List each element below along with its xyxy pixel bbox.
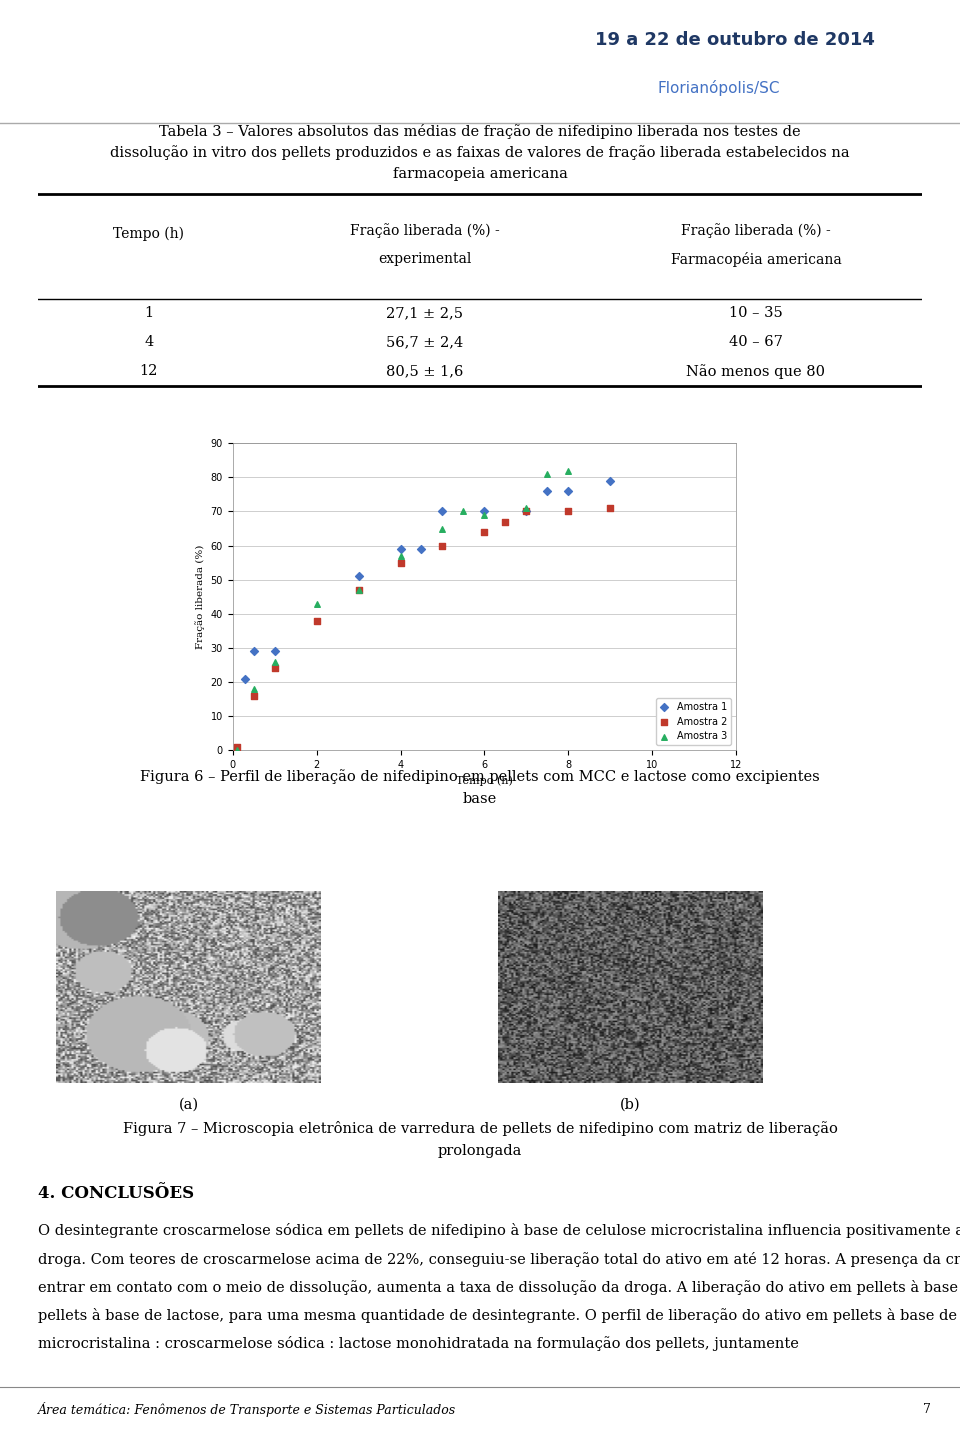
Amostra 2: [497, 510, 513, 533]
Text: dissolução in vitro dos pellets produzidos e as faixas de valores de fração libe: dissolução in vitro dos pellets produzid…: [110, 146, 850, 160]
Amostra 2: [267, 657, 282, 680]
Text: Fração liberada (%) -: Fração liberada (%) -: [350, 223, 499, 239]
Amostra 1: [350, 564, 366, 587]
Amostra 1: [267, 640, 282, 663]
Text: 19 a 22 de outubro de 2014: 19 a 22 de outubro de 2014: [595, 31, 876, 49]
Legend: Amostra 1, Amostra 2, Amostra 3: Amostra 1, Amostra 2, Amostra 3: [656, 697, 732, 746]
Amostra 1: [603, 469, 618, 492]
Text: Fração liberada (%) -: Fração liberada (%) -: [682, 223, 830, 239]
Amostra 3: [267, 650, 282, 673]
Amostra 3: [435, 517, 450, 540]
Amostra 2: [350, 579, 366, 602]
Amostra 1: [246, 640, 261, 663]
Text: pellets à base de lactose, para uma mesma quantidade de desintegrante. O perfil : pellets à base de lactose, para uma mesm…: [38, 1308, 960, 1323]
Text: Florianópolis/SC: Florianópolis/SC: [658, 80, 780, 96]
Text: O desintegrante croscarmelose sódica em pellets de nifedipino à base de celulose: O desintegrante croscarmelose sódica em …: [38, 1223, 960, 1239]
Amostra 3: [456, 500, 471, 523]
Amostra 1: [238, 667, 253, 690]
Amostra 3: [229, 739, 245, 762]
Text: prolongada: prolongada: [438, 1145, 522, 1157]
Text: (a): (a): [179, 1097, 199, 1112]
Text: experimental: experimental: [378, 252, 471, 266]
Text: farmacopeia americana: farmacopeia americana: [393, 167, 567, 181]
Text: Área temática: Fenômenos de Transporte e Sistemas Particulados: Área temática: Fenômenos de Transporte e…: [38, 1402, 457, 1418]
Text: 56,7 ± 2,4: 56,7 ± 2,4: [386, 336, 464, 349]
Amostra 2: [246, 684, 261, 707]
Text: microcristalina : croscarmelose sódica : lactose monohidratada na formulação dos: microcristalina : croscarmelose sódica :…: [38, 1336, 800, 1350]
Amostra 2: [518, 500, 534, 523]
Text: 27,1 ± 2,5: 27,1 ± 2,5: [386, 306, 464, 320]
Amostra 3: [561, 459, 576, 482]
Amostra 3: [309, 592, 324, 614]
Amostra 2: [603, 497, 618, 520]
Amostra 2: [309, 609, 324, 632]
Text: entrar em contato com o meio de dissolução, aumenta a taxa de dissolução da drog: entrar em contato com o meio de dissoluç…: [38, 1280, 960, 1295]
Text: Não menos que 80: Não menos que 80: [686, 364, 826, 379]
X-axis label: Tempo (h): Tempo (h): [456, 776, 513, 786]
Amostra 3: [350, 579, 366, 602]
Text: Figura 7 – Microscopia eletrônica de varredura de pellets de nifedipino com matr: Figura 7 – Microscopia eletrônica de var…: [123, 1122, 837, 1136]
Text: (b): (b): [620, 1097, 640, 1112]
Amostra 1: [414, 537, 429, 560]
Text: 12: 12: [139, 364, 158, 379]
Amostra 3: [393, 544, 408, 567]
Text: Tempo (h): Tempo (h): [113, 226, 184, 240]
Y-axis label: Fração liberada (%): Fração liberada (%): [195, 544, 205, 649]
Amostra 3: [518, 497, 534, 520]
Text: Figura 6 – Perfil de liberação de nifedipino em pellets com MCC e lactose como e: Figura 6 – Perfil de liberação de nifedi…: [140, 769, 820, 785]
Text: base: base: [463, 793, 497, 806]
Amostra 2: [477, 520, 492, 543]
Amostra 2: [229, 736, 245, 759]
Text: 10 – 35: 10 – 35: [730, 306, 782, 320]
Text: 4. CONCLUSÕES: 4. CONCLUSÕES: [38, 1185, 195, 1202]
Amostra 1: [518, 500, 534, 523]
Amostra 3: [540, 463, 555, 486]
Amostra 3: [477, 503, 492, 526]
Text: 4: 4: [144, 336, 154, 349]
Text: 80,5 ± 1,6: 80,5 ± 1,6: [386, 364, 464, 379]
Text: droga. Com teores de croscarmelose acima de 22%, conseguiu-se liberação total do: droga. Com teores de croscarmelose acima…: [38, 1252, 960, 1266]
Text: 1: 1: [144, 306, 154, 320]
Amostra 1: [477, 500, 492, 523]
Amostra 1: [393, 537, 408, 560]
Amostra 1: [561, 480, 576, 503]
Amostra 2: [561, 500, 576, 523]
Amostra 2: [393, 552, 408, 574]
Amostra 2: [435, 534, 450, 557]
Amostra 1: [540, 480, 555, 503]
Text: Tabela 3 – Valores absolutos das médias de fração de nifedipino liberada nos tes: Tabela 3 – Valores absolutos das médias …: [159, 123, 801, 139]
Amostra 3: [246, 677, 261, 700]
Amostra 1: [435, 500, 450, 523]
Text: Farmacopéia americana: Farmacopéia americana: [671, 252, 841, 267]
Text: 40 – 67: 40 – 67: [729, 336, 783, 349]
Text: 7: 7: [924, 1403, 931, 1416]
